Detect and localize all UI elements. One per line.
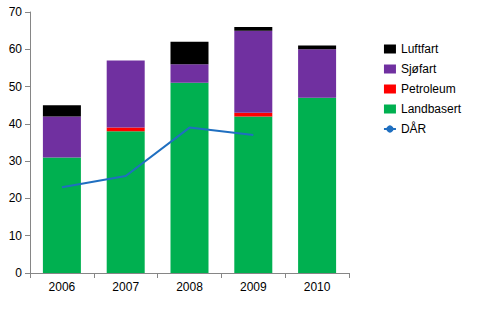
svg-text:Luftfart: Luftfart (401, 42, 439, 56)
svg-text:Landbasert: Landbasert (401, 102, 462, 116)
svg-text:10: 10 (9, 229, 23, 243)
svg-text:20: 20 (9, 191, 23, 205)
svg-text:2010: 2010 (304, 280, 331, 294)
svg-text:2009: 2009 (240, 280, 267, 294)
svg-text:70: 70 (9, 5, 23, 19)
svg-text:Sjøfart: Sjøfart (401, 62, 437, 76)
svg-text:2007: 2007 (112, 280, 139, 294)
svg-text:50: 50 (9, 80, 23, 94)
svg-text:40: 40 (9, 117, 23, 131)
svg-text:DÅR: DÅR (401, 121, 427, 136)
svg-text:0: 0 (15, 266, 22, 280)
svg-text:2006: 2006 (49, 280, 76, 294)
svg-text:Petroleum: Petroleum (401, 82, 456, 96)
svg-text:30: 30 (9, 154, 23, 168)
svg-text:60: 60 (9, 42, 23, 56)
svg-text:2008: 2008 (176, 280, 203, 294)
